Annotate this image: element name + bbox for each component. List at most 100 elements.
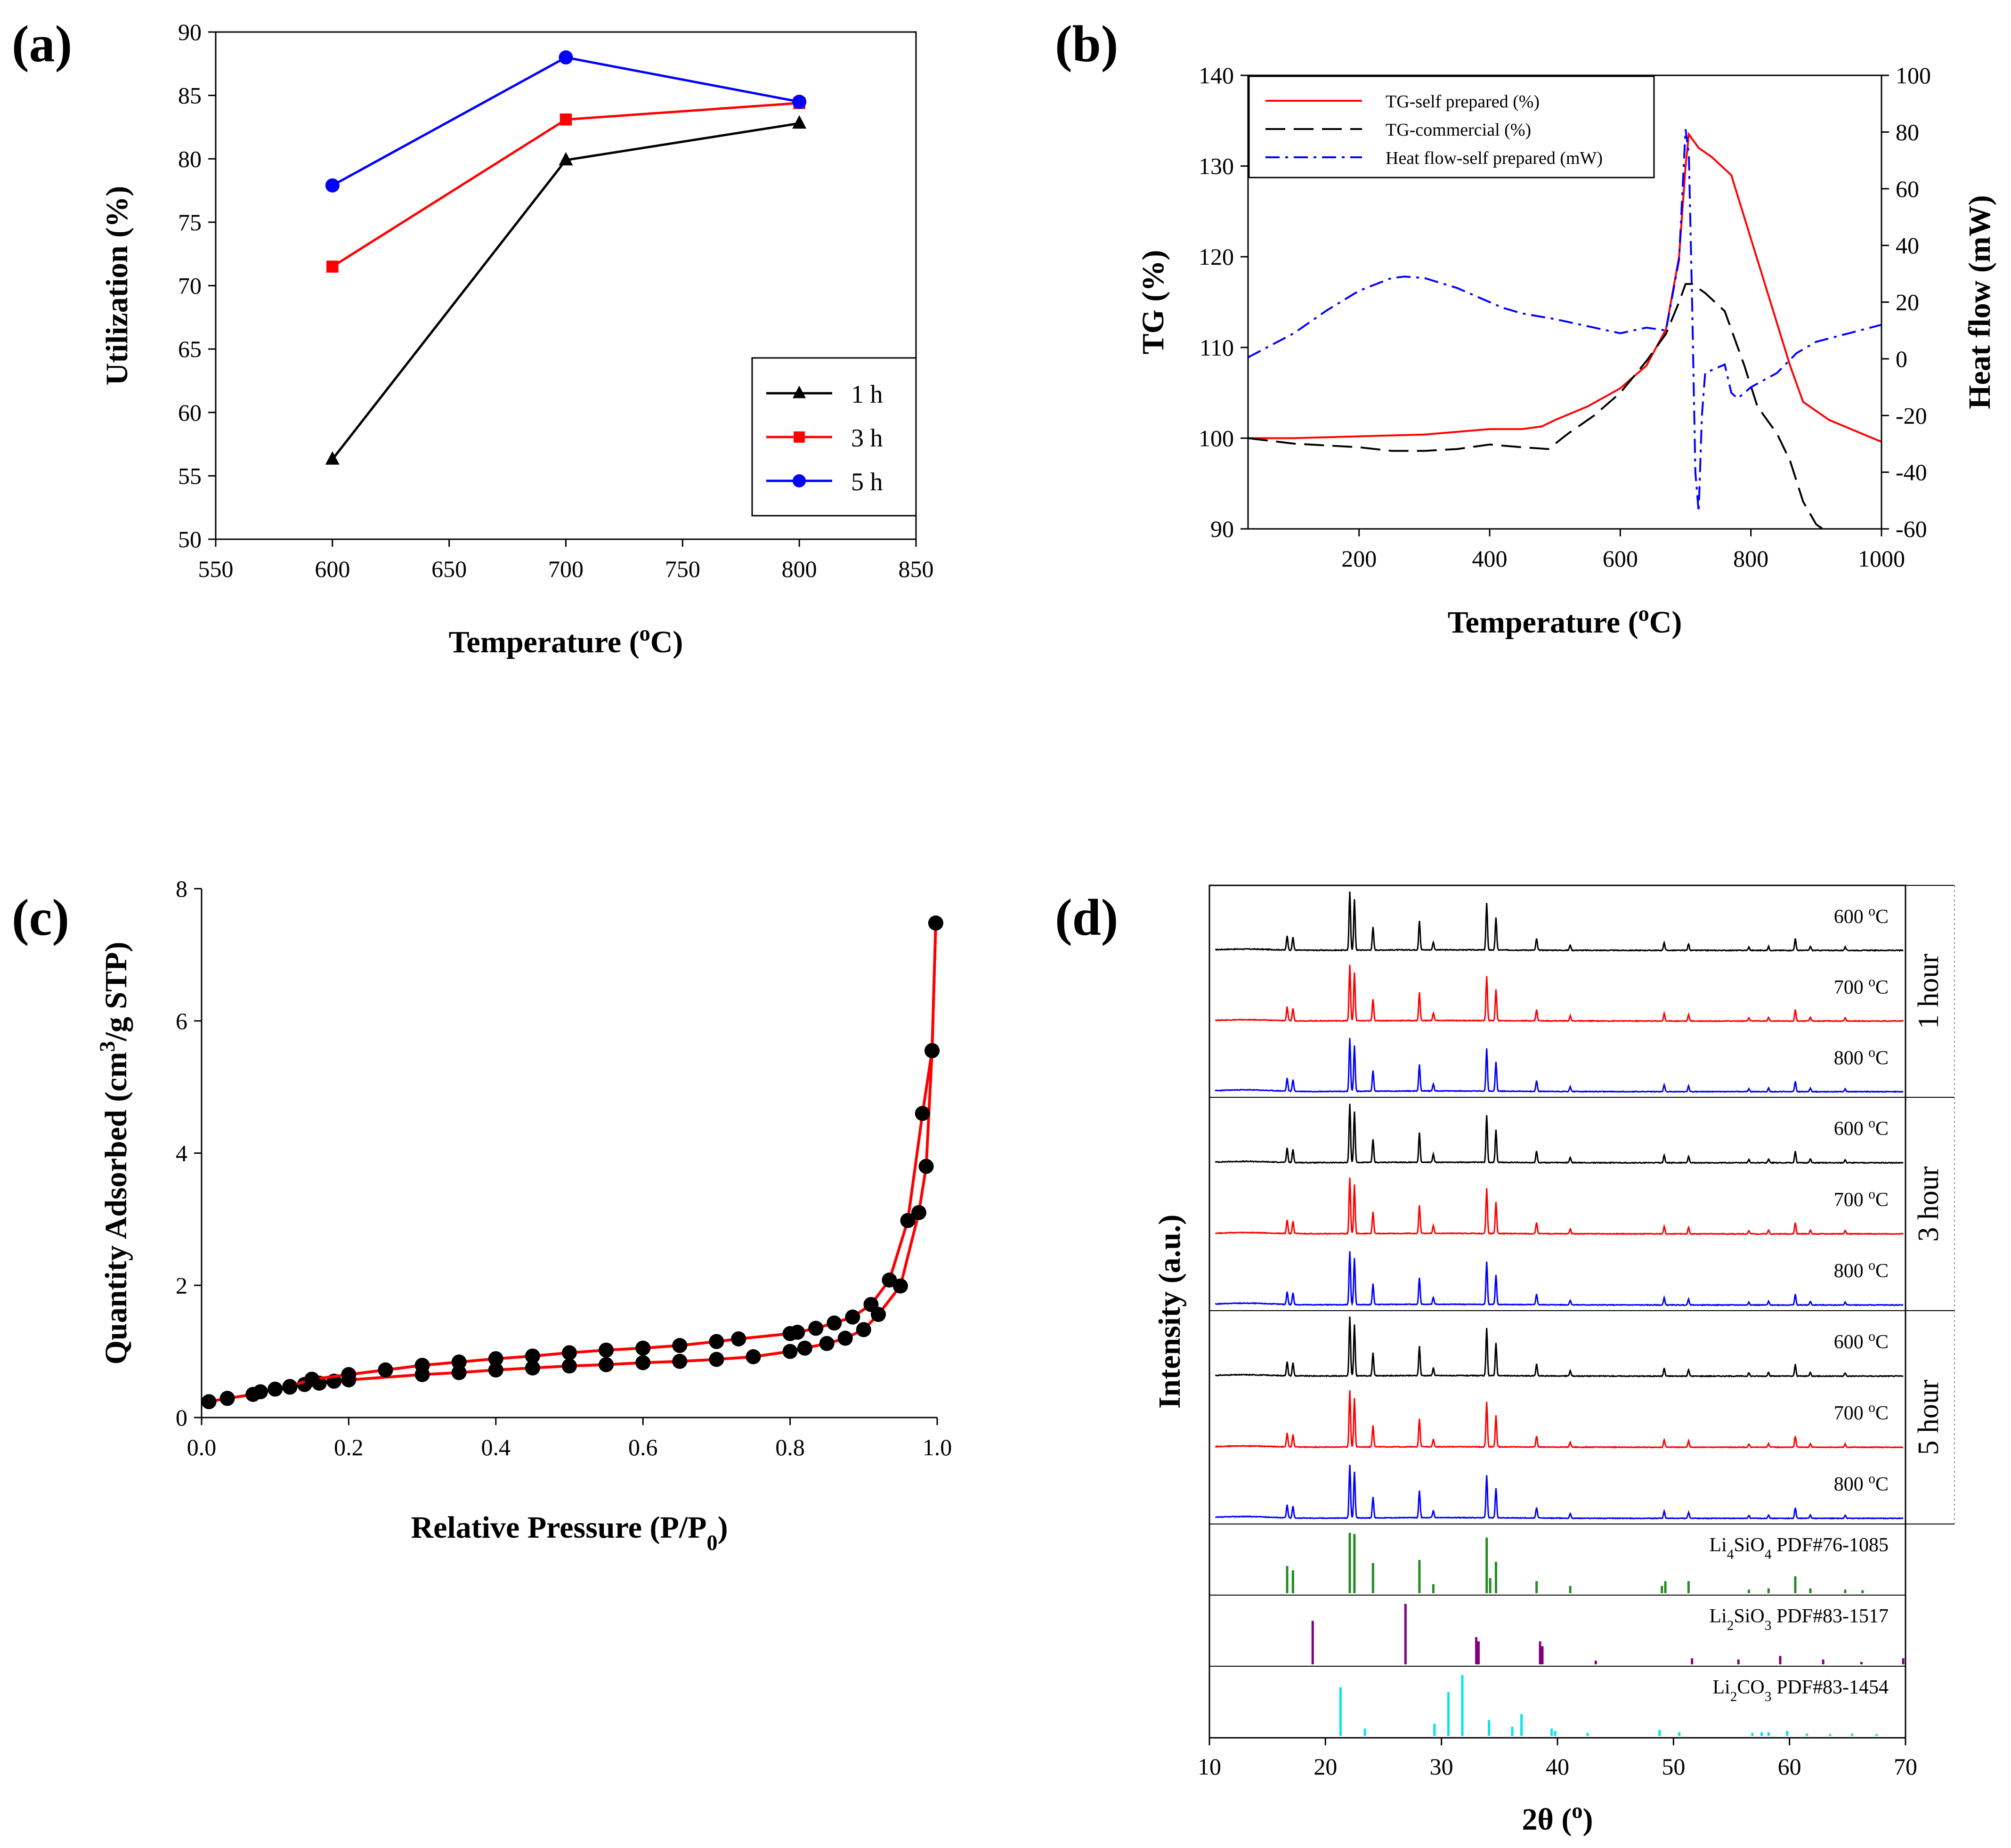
marker-triangle [793, 385, 806, 398]
trace-label-unit: C [1875, 1331, 1889, 1353]
data-point [915, 1106, 930, 1121]
y-tick-label: 65 [178, 336, 202, 362]
trace-label: 600 oC [1834, 1329, 1889, 1353]
data-point [635, 1340, 651, 1356]
trace-label-temp: 600 [1834, 906, 1869, 928]
x-axis-title: Temperature (oC) [449, 621, 683, 660]
y-axis-title-sup: 3 [95, 1041, 119, 1052]
x-axis-title-sup: o [1638, 601, 1649, 625]
x-axis-title-part: Temperature ( [449, 625, 640, 659]
x-tick-label: 700 [548, 556, 584, 582]
data-point [562, 1345, 577, 1361]
trace-label-temp: 700 [1834, 977, 1869, 998]
y-tick-label: 90 [1210, 516, 1234, 542]
y-tick-label: 90 [178, 19, 202, 45]
x-tick-label: 1000 [1858, 545, 1905, 572]
y2-tick-label: 100 [1896, 62, 1931, 89]
series-adsorption [201, 915, 943, 1410]
marker-square [560, 113, 572, 126]
ref-label-part: SiO [1734, 1605, 1764, 1627]
x-axis-title-part: ) [1583, 1802, 1593, 1837]
data-point [882, 1273, 897, 1288]
y-axis-title-part: Quantity Adsorbed (cm [99, 1052, 133, 1365]
data-point [928, 915, 943, 931]
series-line [1248, 131, 1882, 443]
x-axis-title-part: Relative Pressure (P/P [411, 1510, 706, 1545]
x-tick-label: 1.0 [923, 1434, 952, 1460]
series-1h [325, 115, 807, 465]
ref-label-part: Li [1712, 1677, 1730, 1698]
y-axis-title: Quantity Adsorbed (cm3/g STP) [95, 942, 134, 1365]
trace-label-temp: 600 [1834, 1118, 1869, 1140]
xrd-trace [1215, 1177, 1904, 1235]
ref-label-part: PDF#83-1454 [1771, 1677, 1889, 1698]
data-point [488, 1351, 503, 1367]
series-line [289, 923, 937, 1388]
trace-label-temp: 600 [1834, 1331, 1869, 1353]
x-axis-title-part: C) [650, 625, 683, 659]
data-point [731, 1331, 746, 1346]
x-axis-title: Relative Pressure (P/P0) [411, 1510, 728, 1555]
data-point [797, 1340, 812, 1356]
data-point [488, 1362, 503, 1378]
data-point [599, 1342, 614, 1358]
y-tick-label: 110 [1200, 334, 1234, 361]
data-point [252, 1384, 268, 1400]
data-point [268, 1381, 283, 1397]
x-tick-label: 800 [1733, 545, 1768, 572]
x-axis-title-sup: o [1572, 1799, 1582, 1823]
series-desorption [282, 915, 943, 1394]
trace-label-unit: C [1875, 1118, 1889, 1140]
x-tick-label: 0.6 [628, 1434, 658, 1460]
x-tick-label: 0.4 [481, 1434, 511, 1460]
x-axis-title: Temperature (oC) [1448, 601, 1682, 640]
trace-label-temp: 800 [1834, 1260, 1869, 1282]
data-point [808, 1321, 824, 1336]
legend-label: 1 h [851, 380, 883, 408]
xrd-trace [1215, 1465, 1904, 1520]
data-point [845, 1309, 860, 1325]
data-point [219, 1391, 235, 1406]
data-point [635, 1355, 651, 1370]
y2-tick-label: -40 [1896, 459, 1927, 486]
xrd-trace [1215, 1103, 1904, 1165]
data-point [827, 1315, 842, 1331]
x-axis-title: 2θ (o) [1522, 1799, 1593, 1837]
trace-label-sup: o [1868, 1471, 1875, 1486]
trace-label-unit: C [1875, 1189, 1889, 1211]
x-axis-title-part: 2θ ( [1522, 1802, 1572, 1837]
legend-label: 3 h [851, 424, 883, 452]
y-tick-label: 50 [178, 526, 202, 552]
x-tick-label: 0.8 [775, 1434, 805, 1460]
x-tick-label: 70 [1894, 1753, 1917, 1780]
ref-label-sub: 2 [1727, 1618, 1734, 1633]
legend-box [1248, 75, 1655, 178]
data-point [900, 1213, 916, 1228]
x-tick-label: 800 [782, 556, 817, 582]
data-point [782, 1344, 798, 1359]
ref-label-sub: 3 [1765, 1689, 1772, 1704]
group-label: 5 hour [1913, 1379, 1945, 1455]
data-point [672, 1337, 688, 1353]
trace-label: 800 oC [1834, 1045, 1889, 1069]
data-point [341, 1367, 357, 1382]
series-line [332, 102, 800, 268]
marker-circle [559, 50, 573, 65]
series-line [331, 122, 800, 460]
trace-label-temp: 700 [1834, 1189, 1869, 1211]
x-axis-title-part: Temperature ( [1448, 605, 1638, 640]
y2-tick-label: -60 [1896, 516, 1927, 542]
data-point [378, 1362, 393, 1378]
ref-label-part: CO [1737, 1677, 1764, 1698]
y-axis-title: Utilization (%) [100, 186, 134, 385]
xrd-trace [1215, 1038, 1904, 1093]
series-line [1248, 283, 1824, 530]
panel-c-isotherm-chart: (c) 0.0 0.2 0.4 0.6 0.8 1.0 0 2 4 6 8 Relative Press… [12, 875, 952, 1555]
y-axis-title: TG (%) [1136, 250, 1170, 355]
trace-label: 800 oC [1834, 1471, 1889, 1495]
trace-label-sup: o [1868, 1187, 1875, 1202]
panel-label-c: (c) [12, 889, 69, 946]
marker-square [326, 260, 339, 273]
data-point [709, 1352, 724, 1367]
